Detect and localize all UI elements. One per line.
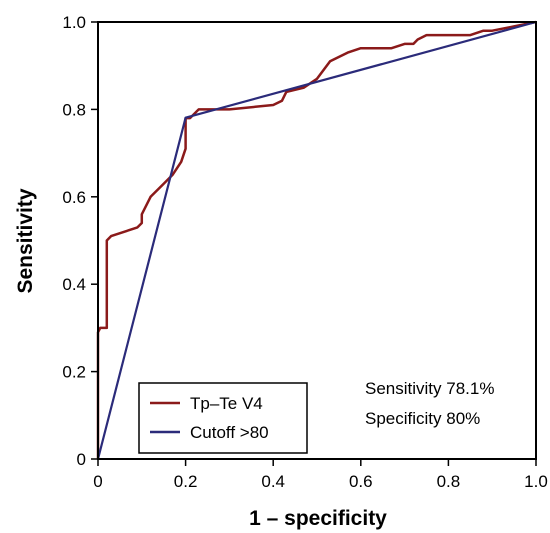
x-axis-title: 1 – specificity	[249, 507, 387, 530]
legend: Tp–Te V4 Cutoff >80	[138, 382, 308, 454]
annotation-specificity: Specificity 80%	[365, 409, 480, 428]
y-tick-label: 1.0	[62, 13, 86, 32]
series-line-cutoff	[96, 20, 537, 460]
y-axis-title: Sensitivity	[14, 188, 37, 293]
x-tick-label: 1.0	[524, 472, 548, 491]
x-tick-label: 0.2	[174, 472, 198, 491]
plot-area-frame	[97, 21, 537, 460]
y-tick-label: 0	[77, 450, 86, 469]
y-tick-label: 0.6	[62, 188, 86, 207]
y-tick-label: 0.4	[62, 275, 86, 294]
legend-box	[138, 382, 308, 454]
x-tick-label: 0.6	[349, 472, 373, 491]
y-axis: 0 0.2 0.4 0.6 0.8 1.0	[62, 13, 98, 469]
annotation-sensitivity: Sensitivity 78.1%	[365, 379, 494, 398]
legend-label-cutoff: Cutoff >80	[190, 423, 269, 442]
x-tick-label: 0.4	[261, 472, 285, 491]
y-tick-label: 0.2	[62, 363, 86, 382]
plot-lines	[96, 20, 537, 460]
x-tick-label: 0.8	[437, 472, 461, 491]
x-tick-label: 0	[93, 472, 102, 491]
legend-label-tp-te-v4: Tp–Te V4	[190, 394, 263, 413]
series-line-tp-te-v4	[96, 20, 537, 459]
y-tick-label: 0.8	[62, 100, 86, 119]
x-axis: 0 0.2 0.4 0.6 0.8 1.0	[93, 459, 548, 491]
